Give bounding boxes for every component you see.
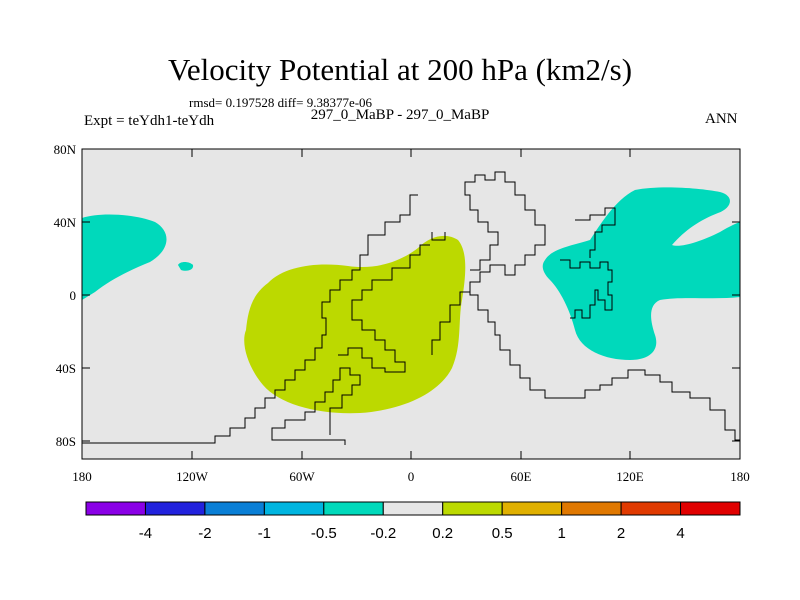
x-tick-label: 60E	[511, 469, 532, 484]
colorbar-swatch	[263, 501, 325, 516]
coastlines	[82, 171, 740, 445]
y-tick-label: 80N	[54, 142, 77, 157]
coastline-south-america	[82, 194, 418, 444]
positive-anomaly-region	[244, 235, 466, 414]
experiment-label: Expt = teYdh1-teYdh	[84, 113, 215, 129]
colorbar-swatch	[382, 501, 444, 516]
season-label: ANN	[705, 111, 738, 127]
y-tick-label: 40N	[54, 215, 77, 230]
colorbar-label: -1	[258, 525, 271, 542]
colorbar-swatch	[680, 501, 741, 516]
colorbar-label: 1	[557, 525, 565, 542]
negative-anomaly-region-west	[82, 214, 167, 300]
stats-line: rmsd= 0.197528 diff= 9.38377e-06	[189, 95, 373, 110]
colorbar-label: 0.5	[492, 525, 513, 542]
coastline-africa	[338, 244, 430, 373]
plot-title: Velocity Potential at 200 hPa (km2/s)	[167, 52, 633, 87]
colorbar-label: 4	[676, 525, 684, 542]
x-tick-label: 60W	[289, 469, 315, 484]
coastline-asia	[469, 282, 740, 441]
x-tick-label: 120W	[176, 469, 209, 484]
x-axis: 180 120W 60W 0 60E 120E 180	[72, 149, 750, 484]
y-tick-label: 40S	[56, 361, 76, 376]
coastline-east-asia	[560, 259, 613, 319]
colorbar-swatch	[144, 501, 206, 516]
colorbar-swatch	[323, 501, 384, 516]
colorbar-label: -4	[139, 525, 152, 542]
coastline-east-asia-north	[575, 207, 616, 258]
colorbar-label: -2	[198, 525, 211, 542]
coastline-south-america-inner	[271, 367, 361, 445]
colorbar-label: 0.2	[432, 525, 453, 542]
colorbar-label: -0.2	[370, 525, 396, 542]
negative-anomaly-region-east	[542, 187, 740, 360]
x-tick-label: 180	[72, 469, 92, 484]
colorbar-label: 2	[617, 525, 625, 542]
x-tick-label: 180	[730, 469, 750, 484]
y-tick-label: 0	[70, 288, 77, 303]
x-tick-label: 120E	[616, 469, 644, 484]
colorbar-swatch	[442, 501, 503, 516]
colorbar-swatch	[501, 501, 563, 516]
colorbar: -4 -2 -1 -0.5 -0.2 0.2 0.5 1 2 4	[85, 501, 741, 542]
colorbar-swatch	[85, 501, 146, 516]
coastline-greenland	[431, 232, 446, 241]
y-tick-label: 80S	[56, 434, 76, 449]
colorbar-label: -0.5	[311, 525, 337, 542]
colorbar-swatch	[204, 501, 265, 516]
colorbar-swatch	[620, 501, 682, 516]
y-axis: 80N 40N 0 40S 80S	[54, 142, 740, 449]
x-tick-label: 0	[408, 469, 415, 484]
negative-anomaly-region-small	[178, 262, 194, 271]
colorbar-swatch	[561, 501, 622, 516]
case-label: 297_0_MaBP - 297_0_MaBP	[310, 107, 490, 123]
